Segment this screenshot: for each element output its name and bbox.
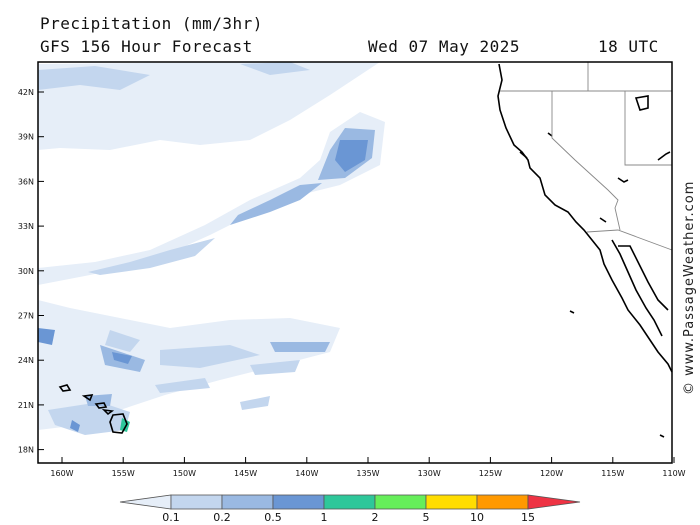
lat-label: 27N [18,312,34,321]
lat-label: 36N [18,177,34,186]
site-credit: © www.PassageWeather.com [682,181,697,395]
legend-tick-label: 0.2 [213,511,231,524]
lon-label: 145W [234,469,257,478]
lon-label: 125W [479,469,502,478]
legend-tick-label: 2 [372,511,379,524]
lat-label: 30N [18,267,34,276]
lat-label: 33N [18,222,34,231]
us-coastline [497,63,673,438]
lon-label: 115W [601,469,624,478]
map-title: Precipitation (mm/3hr) [40,14,263,33]
lon-label: 135W [356,469,379,478]
lon-label: 130W [418,469,441,478]
lat-label: 24N [18,356,34,365]
legend-tick-label: 10 [470,511,484,524]
lon-label: 160W [50,469,73,478]
forecast-subtitle: GFS 156 Hour Forecast [40,37,253,56]
map-frame [37,61,673,464]
lon-label: 120W [540,469,563,478]
lat-label: 18N [18,446,34,455]
legend-low-cap [119,494,172,510]
legend-swatch [323,494,376,510]
lat-label: 39N [18,133,34,142]
legend-tick-label: 0.1 [162,511,180,524]
lon-label: 110W [662,469,685,478]
legend-swatch [476,494,529,510]
precipitation-legend: 0.1 0.2 0.5 1 2 5 10 15 [119,494,581,524]
lat-label: 42N [18,88,34,97]
lon-label: 155W [112,469,135,478]
legend-tick-label: 15 [521,511,535,524]
latitude-axis: 42N 39N 36N 33N 30N 27N 24N 21N 18N [18,88,44,455]
legend-swatch [170,494,223,510]
legend-swatch [221,494,274,510]
forecast-time: 18 UTC [598,37,659,56]
lon-label: 150W [173,469,196,478]
legend-swatch [272,494,325,510]
longitude-axis: 160W 155W 150W 145W 140W 135W 130W 125W 120W 115W… [50,457,686,478]
precip-field [38,62,385,435]
legend-tick-label: 0.5 [264,511,282,524]
legend-high-cap [527,494,581,510]
lon-label: 140W [295,469,318,478]
legend-swatch [374,494,427,510]
lat-label: 21N [18,401,34,410]
legend-tick-label: 5 [423,511,430,524]
state-borders [500,62,673,251]
hawaii-islands [58,384,128,434]
forecast-date: Wed 07 May 2025 [368,37,520,56]
legend-tick-label: 1 [321,511,328,524]
legend-swatch [425,494,478,510]
